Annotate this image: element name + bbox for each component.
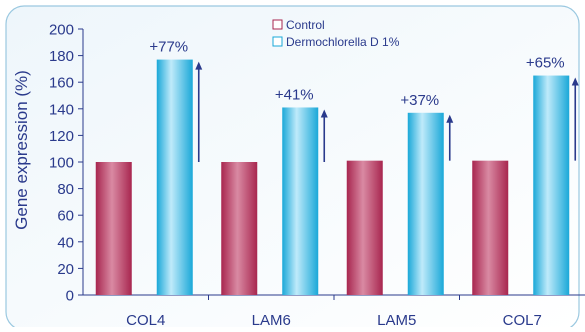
- bar-dermochlorella: [282, 107, 319, 295]
- increase-percentage-label: +65%: [526, 55, 565, 72]
- y-tick-label: 160: [49, 75, 74, 92]
- increase-percentage-label: +77%: [149, 39, 188, 56]
- legend: Control Dermochlorella D 1%: [272, 18, 400, 49]
- increase-percentage-label: +41%: [275, 86, 314, 103]
- bar-control: [221, 162, 258, 295]
- y-tick-label: 0: [66, 288, 74, 305]
- bar-control: [346, 160, 383, 295]
- annotations: COL4 +77% LAM6 +41% LAM5 +37% COL7 +65%: [126, 39, 579, 329]
- legend-swatch-dermochlorella: [272, 36, 283, 47]
- legend-label-dermochlorella: Dermochlorella D 1%: [286, 35, 400, 49]
- x-tick-label: COL7: [503, 312, 542, 327]
- increase-arrow-head: [571, 77, 579, 86]
- y-tick-label: 200: [49, 22, 74, 39]
- increase-arrow-head: [320, 109, 328, 118]
- axes: 0 20 40 60 80 100 120 140 160 180 200: [49, 22, 585, 305]
- bars: [95, 59, 570, 296]
- increase-percentage-label: +37%: [400, 92, 439, 109]
- legend-label-control: Control: [286, 18, 325, 32]
- bar-control: [472, 160, 509, 295]
- x-tick-label: COL4: [126, 312, 165, 327]
- y-tick-label: 80: [57, 181, 74, 198]
- increase-arrow-head: [195, 61, 203, 70]
- legend-swatch-control: [272, 19, 283, 30]
- y-tick-label: 40: [57, 234, 74, 251]
- y-tick-label: 120: [49, 128, 74, 145]
- x-tick-label: LAM5: [377, 312, 416, 327]
- y-tick-label: 20: [57, 261, 74, 278]
- y-axis-label: Gene expression (%): [12, 70, 31, 230]
- y-tick-label: 100: [49, 155, 74, 172]
- increase-arrow-head: [446, 114, 454, 123]
- y-tick-label: 180: [49, 48, 74, 65]
- y-tick-label: 60: [57, 208, 74, 225]
- x-tick-label: LAM6: [252, 312, 291, 327]
- bar-control: [95, 162, 132, 295]
- bar-dermochlorella: [156, 59, 193, 296]
- bar-dermochlorella: [533, 75, 570, 295]
- y-tick-label: 140: [49, 101, 74, 118]
- bar-dermochlorella: [407, 112, 444, 295]
